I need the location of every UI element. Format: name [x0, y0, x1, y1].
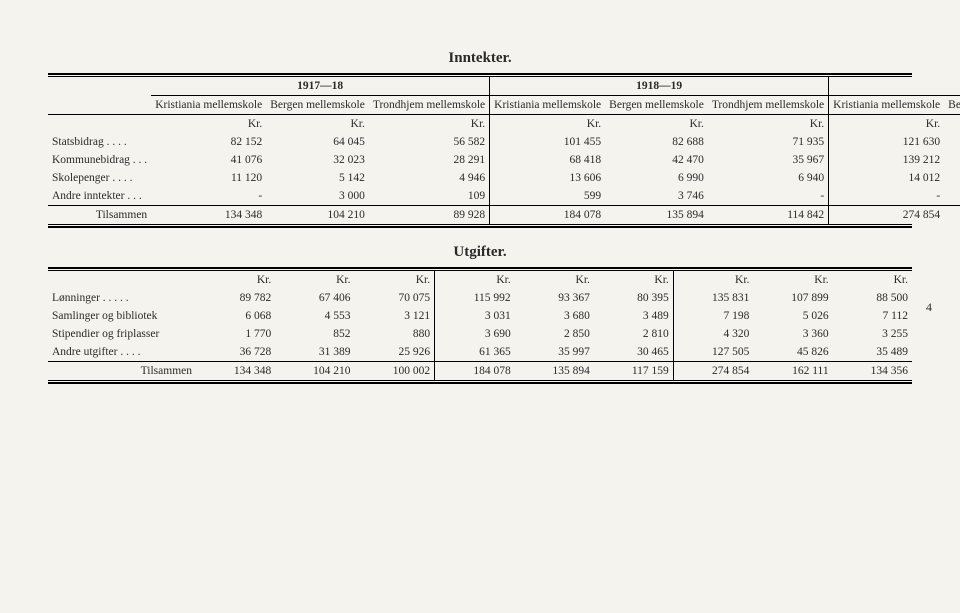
table-row: Stipendier og friplasser 1 770 852 880 3…	[48, 325, 912, 343]
table-inntekter: 1917—18 1918—19 1919—20 Kristiania melle…	[48, 77, 960, 224]
table-row: Andre utgifter . . . . 36 728 31 389 25 …	[48, 343, 912, 362]
table-row: Statsbidrag . . . . 82 152 64 045 56 582…	[48, 133, 960, 151]
table-row: Andre inntekter . . . - 3 000 109 599 3 …	[48, 187, 960, 206]
kr-row: Kr. Kr. Kr. Kr. Kr. Kr. Kr. Kr. Kr.	[48, 115, 960, 134]
table-row: Skolepenger . . . . 11 120 5 142 4 946 1…	[48, 169, 960, 187]
subhdr-row: Kristiania mellemskole Bergen mellemskol…	[48, 96, 960, 115]
table-utgifter: Kr. Kr. Kr. Kr. Kr. Kr. Kr. Kr. Kr. Lønn…	[48, 271, 912, 380]
yr1: 1917—18	[151, 77, 489, 96]
yr2: 1918—19	[490, 77, 829, 96]
yr3: 1919—20	[829, 77, 960, 96]
kr-row: Kr. Kr. Kr. Kr. Kr. Kr. Kr. Kr. Kr.	[48, 271, 912, 289]
table1-title: Inntekter.	[48, 50, 912, 67]
table2-title: Utgifter.	[48, 244, 912, 261]
total-row: Tilsammen 134 348 104 210 100 002 184 07…	[48, 362, 912, 381]
table-row: Lønninger . . . . . 89 782 67 406 70 075…	[48, 289, 912, 307]
table1-wrap: 1917—18 1918—19 1919—20 Kristiania melle…	[48, 73, 912, 228]
table-row: Kommunebidrag . . . 41 076 32 023 28 291…	[48, 151, 960, 169]
table2-wrap: Kr. Kr. Kr. Kr. Kr. Kr. Kr. Kr. Kr. Lønn…	[48, 267, 912, 384]
page-number: 4	[926, 300, 932, 315]
table-row: Samlinger og bibliotek 6 068 4 553 3 121…	[48, 307, 912, 325]
year-row: 1917—18 1918—19 1919—20	[48, 77, 960, 96]
page: Inntekter. 1917—18 1918—19 1919—20 Krist…	[0, 0, 960, 384]
total-row: Tilsammen 134 348 104 210 89 928 184 078…	[48, 206, 960, 225]
